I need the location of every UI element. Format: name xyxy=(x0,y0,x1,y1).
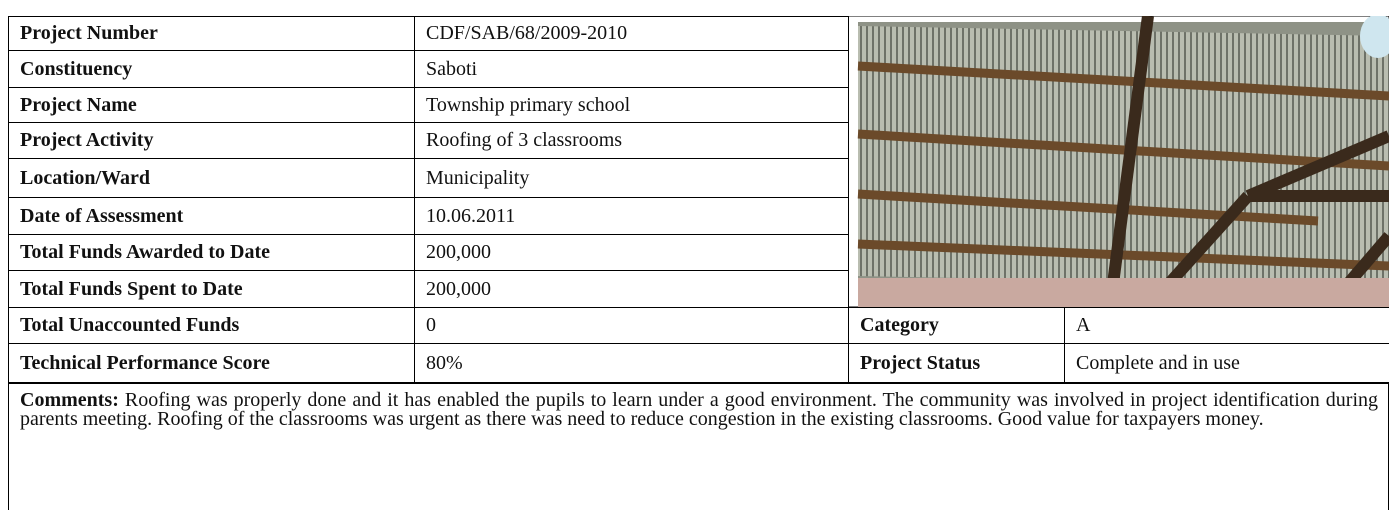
field-value: 200,000 xyxy=(414,234,849,271)
field-label: Technical Performance Score xyxy=(8,343,415,384)
field-label: Constituency xyxy=(8,50,415,88)
field-label: Location/Ward xyxy=(8,158,415,198)
field-value: Roofing of 3 classrooms xyxy=(414,122,849,159)
field-value: 0 xyxy=(414,307,849,344)
field-label: Date of Assessment xyxy=(8,197,415,235)
field-label: Total Funds Awarded to Date xyxy=(8,234,415,271)
field-label: Project Activity xyxy=(8,122,415,159)
field-label: Total Unaccounted Funds xyxy=(8,307,415,344)
comments: Comments: Roofing was properly done and … xyxy=(8,382,1389,510)
side-label: Category xyxy=(848,307,1065,344)
field-value: Township primary school xyxy=(414,87,849,123)
comments-text: Roofing was properly done and it has ena… xyxy=(20,389,1379,430)
field-value: 200,000 xyxy=(414,270,849,308)
field-label: Total Funds Spent to Date xyxy=(8,270,415,308)
field-value: 10.06.2011 xyxy=(414,197,849,235)
field-value: Municipality xyxy=(414,158,849,198)
field-label: Project Name xyxy=(8,87,415,123)
roof-photo xyxy=(848,16,1389,307)
field-value: CDF/SAB/68/2009-2010 xyxy=(414,16,849,51)
side-value: Complete and in use xyxy=(1064,343,1389,384)
side-label: Project Status xyxy=(848,343,1065,384)
comments-label: Comments: xyxy=(20,389,119,411)
field-value: 80% xyxy=(414,343,849,384)
field-label: Project Number xyxy=(8,16,415,51)
field-value: Saboti xyxy=(414,50,849,88)
side-value: A xyxy=(1064,307,1389,344)
